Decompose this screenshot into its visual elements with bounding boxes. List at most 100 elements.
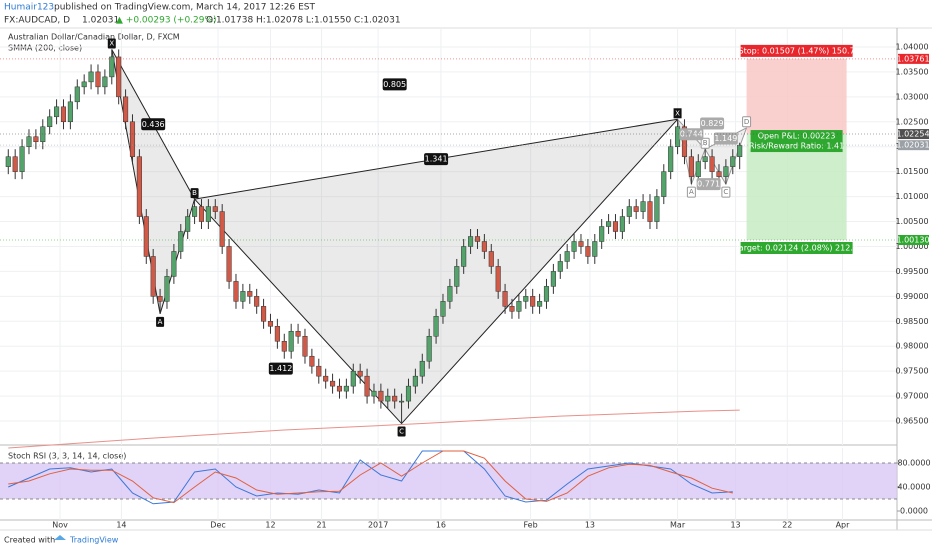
- price-badge: [898, 129, 929, 140]
- point-label: B: [192, 189, 197, 197]
- brand[interactable]: TradingView: [69, 536, 119, 545]
- candle-body: [288, 331, 294, 352]
- candle-body: [5, 156, 11, 167]
- candle-body: [95, 71, 101, 88]
- candle-body: [709, 156, 715, 172]
- candle-body: [585, 246, 591, 257]
- y-tick-label: 0.97000: [895, 392, 928, 401]
- logo: [54, 535, 66, 540]
- candle-body: [688, 156, 694, 177]
- candle-body: [474, 236, 481, 242]
- candle-body: [109, 56, 115, 78]
- ratio-label: 0.771: [697, 180, 720, 189]
- candle-body: [136, 156, 142, 217]
- point-badge: [700, 137, 710, 149]
- candle-body: [261, 306, 267, 322]
- candle-body: [88, 71, 94, 83]
- candle-body: [543, 286, 550, 302]
- candle-body: [433, 316, 439, 337]
- x-tick-label: Dec: [210, 521, 225, 530]
- point-badge: [397, 426, 406, 437]
- candle-body: [171, 251, 177, 277]
- author[interactable]: Humair123: [4, 3, 54, 13]
- candle-body: [302, 336, 308, 357]
- candle-body: [309, 355, 315, 367]
- candle-body: [267, 321, 274, 327]
- candle-body: [123, 96, 129, 123]
- candle-body: [323, 375, 329, 382]
- ratio-label: 0.744: [680, 130, 703, 139]
- x-tick-label: 14: [116, 521, 126, 530]
- candle-body: [516, 301, 522, 312]
- y-tick-label: 1.01500: [895, 167, 928, 176]
- target-label: Target: 0.02124 (2.08%) 212.4: [734, 243, 858, 252]
- ratio-badge: [679, 128, 704, 141]
- candle-body: [668, 146, 674, 172]
- stop-label: Stop: 0.01507 (1.47%) 150.7: [739, 46, 855, 55]
- footer: Created with: [4, 536, 55, 545]
- smma-line: [8, 409, 740, 449]
- x-tick-label: 16: [436, 521, 446, 530]
- point-badge: [156, 316, 165, 327]
- candle-body: [198, 206, 205, 222]
- x-tick-label: Nov: [52, 521, 68, 530]
- x-tick-label: 13: [730, 521, 740, 530]
- candle-body: [164, 276, 170, 302]
- candle-body: [336, 385, 343, 392]
- candle-body: [240, 291, 246, 302]
- candle-body: [695, 161, 701, 177]
- price-badge: [898, 140, 929, 151]
- ohlc: O:1.01738 H:1.02078 L:1.01550 C:1.02031: [206, 16, 401, 26]
- candle-body: [619, 216, 625, 232]
- point-badge: [673, 108, 682, 119]
- candle-body: [399, 400, 405, 403]
- candle-body: [150, 256, 156, 297]
- point-badge: [742, 116, 752, 128]
- candle-body: [419, 360, 425, 377]
- ratio-badge: [713, 132, 738, 145]
- point-badge: [107, 38, 116, 49]
- candle-body: [426, 336, 432, 362]
- y-tick-label: 1.03000: [895, 92, 928, 101]
- x-tick-label: 21: [316, 521, 326, 530]
- candle-body: [357, 370, 363, 377]
- candle-body: [212, 206, 218, 212]
- pnl-box: [750, 130, 843, 153]
- point-label: X: [109, 39, 114, 47]
- candle-body: [412, 375, 418, 387]
- published: published on TradingView.com, March 14, …: [54, 3, 315, 13]
- ratio-badge: [696, 178, 721, 191]
- target-label-box: [740, 241, 853, 254]
- symbol: FX:AUDCAD, D: [4, 16, 70, 26]
- candle-body: [233, 281, 239, 302]
- stoch-tick-label: 80.0000: [897, 459, 930, 468]
- indicator-name: SMMA (200, close): [8, 44, 82, 53]
- candle-body: [378, 390, 384, 402]
- pnl-label: Open P&L: 0.00223: [758, 132, 836, 141]
- y-tick-label: 0.96500: [895, 417, 928, 426]
- candle-body: [116, 56, 122, 98]
- candle-body: [495, 266, 501, 292]
- candle-body: [129, 121, 136, 157]
- candle-body: [612, 221, 619, 232]
- candle-body: [454, 266, 460, 287]
- candle-body: [550, 271, 556, 287]
- y-tick-label: 0.98000: [895, 342, 928, 351]
- ratio-badge: [424, 153, 449, 166]
- x-tick-label: Mar: [670, 521, 686, 530]
- candle-body: [571, 241, 577, 252]
- candle-body: [192, 206, 198, 217]
- candle-body: [440, 301, 446, 317]
- candle-body: [626, 206, 632, 217]
- candle-body: [592, 241, 598, 257]
- candle-body: [33, 136, 39, 142]
- candle-body: [343, 385, 349, 392]
- candle-body: [530, 296, 536, 307]
- candle-body: [74, 86, 80, 103]
- last-price: 1.02031: [82, 16, 119, 26]
- point-label: X: [675, 109, 680, 117]
- candle-body: [578, 241, 584, 247]
- candle-body: [716, 171, 722, 177]
- candle-body: [219, 211, 225, 247]
